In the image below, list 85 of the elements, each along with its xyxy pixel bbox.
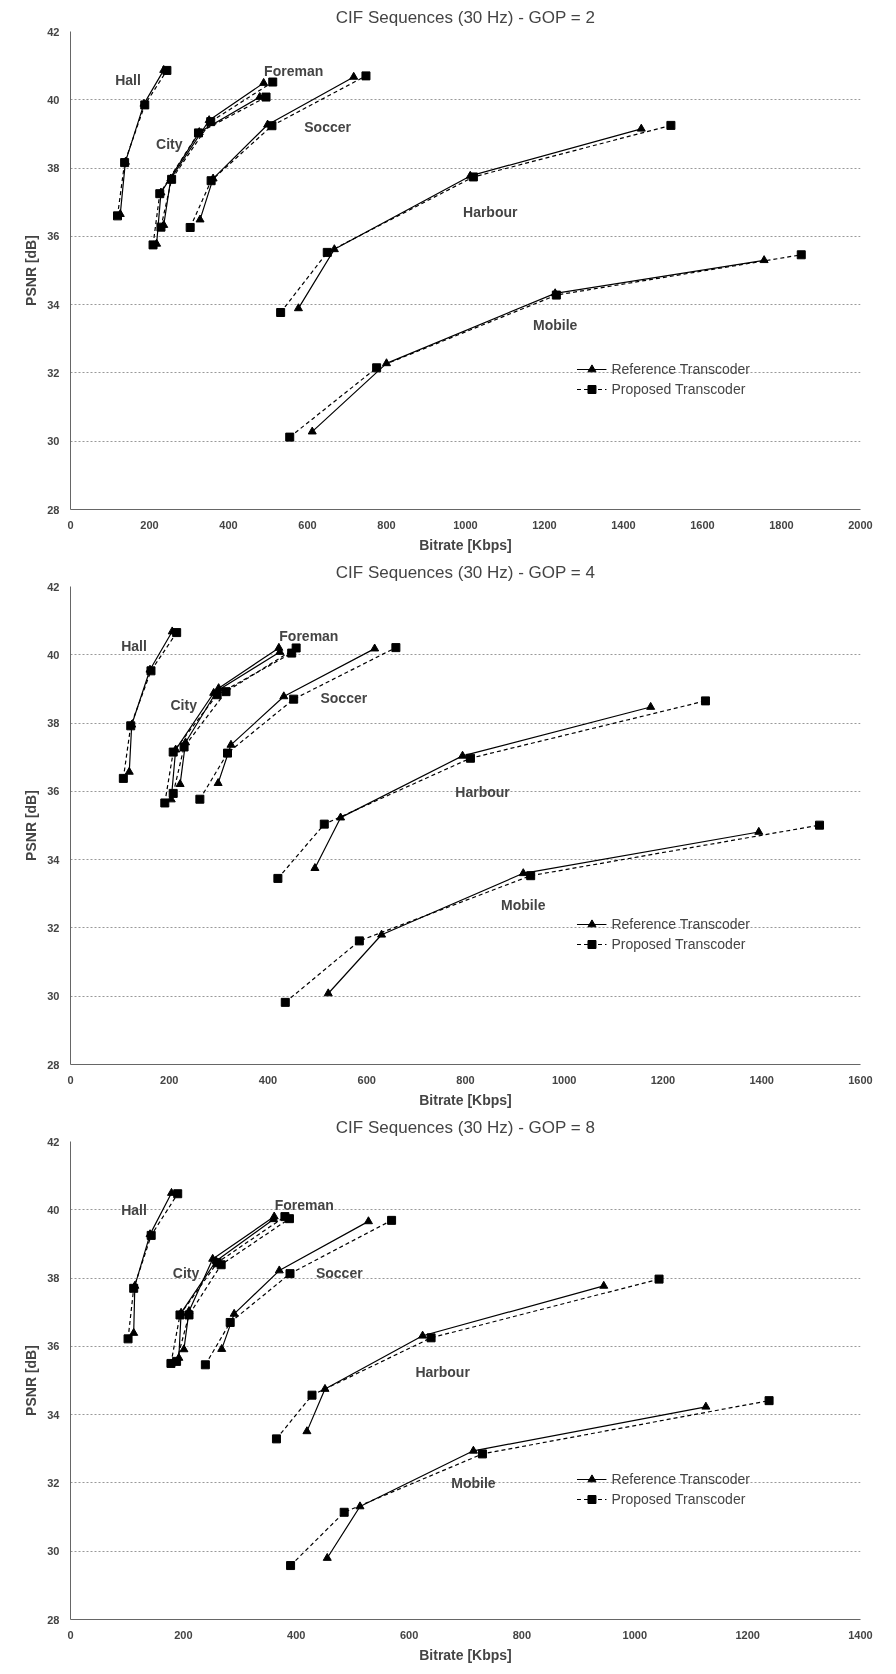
y-tick-label: 36 [47, 230, 60, 243]
annotation: Hall [115, 71, 141, 88]
x-axis-title: Bitrate [Kbps] [419, 536, 512, 553]
x-tick-label: 200 [140, 518, 159, 531]
x-tick-label: 1400 [848, 1628, 873, 1641]
legend-label: Reference Transcoder [611, 916, 750, 932]
y-tick-label: 32 [47, 366, 60, 379]
y-tick-label: 30 [47, 1545, 60, 1558]
x-tick-label: 200 [160, 1073, 179, 1086]
y-tick-label: 40 [47, 93, 60, 106]
annotation: Mobile [501, 897, 546, 914]
y-tick-label: 42 [47, 580, 60, 593]
annotation: City [172, 1265, 200, 1281]
x-tick-label: 800 [456, 1073, 475, 1086]
annotation: Foreman [279, 627, 339, 644]
y-tick-label: 36 [47, 785, 60, 798]
x-tick-label: 1400 [611, 518, 636, 531]
x-tick-label: 0 [67, 1073, 74, 1086]
legend-label: Proposed Transcoder [611, 936, 746, 952]
x-axis-title: Bitrate [Kbps] [419, 1091, 512, 1108]
annotation: Harbour [463, 203, 519, 220]
x-tick-label: 1000 [622, 1628, 648, 1641]
x-tick-label: 1000 [453, 518, 478, 531]
x-tick-label: 800 [377, 518, 396, 531]
annotation: Mobile [451, 1474, 496, 1491]
y-tick-label: 40 [47, 1203, 60, 1216]
x-tick-label: 0 [67, 1628, 74, 1641]
y-tick-label: 38 [47, 162, 60, 175]
y-axis-title: PSNR [dB] [23, 1345, 40, 1416]
y-tick-label: 28 [47, 1613, 60, 1626]
y-tick-label: 32 [47, 921, 60, 934]
chart-title: CIF Sequences (30 Hz) - GOP = 2 [335, 7, 595, 27]
legend-label: Reference Transcoder [611, 361, 750, 377]
y-tick-label: 42 [47, 25, 60, 38]
annotation: Harbour [415, 1363, 471, 1380]
y-tick-label: 30 [47, 435, 60, 448]
annotation: Hall [121, 1202, 147, 1219]
annotation: Mobile [533, 317, 578, 334]
y-tick-label: 38 [47, 1272, 60, 1285]
x-tick-label: 1200 [735, 1628, 760, 1641]
x-tick-label: 1600 [848, 1073, 873, 1086]
x-tick-label: 400 [258, 1073, 278, 1086]
x-tick-label: 1000 [552, 1073, 577, 1086]
x-tick-label: 1800 [769, 518, 794, 531]
annotation: Hall [121, 637, 147, 654]
x-tick-label: 1400 [749, 1073, 774, 1086]
x-tick-label: 2000 [848, 518, 873, 531]
x-tick-label: 1200 [650, 1073, 676, 1086]
annotation: Harbour [455, 783, 511, 800]
y-tick-label: 42 [47, 1135, 60, 1148]
y-tick-label: 38 [47, 717, 60, 730]
annotation: Foreman [264, 63, 324, 80]
chart-title: CIF Sequences (30 Hz) - GOP = 8 [335, 1117, 595, 1137]
x-tick-label: 0 [67, 518, 74, 531]
annotation: City [156, 136, 183, 153]
y-tick-label: 30 [47, 990, 60, 1003]
legend-label: Reference Transcoder [611, 1471, 750, 1487]
legend-label: Proposed Transcoder [611, 381, 746, 397]
x-tick-label: 600 [298, 518, 317, 531]
y-tick-label: 34 [47, 298, 61, 311]
y-tick-label: 40 [47, 648, 60, 661]
x-tick-label: 1200 [532, 518, 557, 531]
annotation: City [170, 697, 198, 714]
x-tick-label: 600 [357, 1073, 376, 1086]
y-tick-label: 34 [47, 853, 61, 866]
x-axis-title: Bitrate [Kbps] [419, 1646, 512, 1663]
y-tick-label: 34 [47, 1408, 61, 1421]
annotation: Foreman [274, 1196, 334, 1213]
annotation: Soccer [315, 1264, 364, 1281]
annotation: Soccer [304, 118, 352, 135]
y-tick-label: 28 [47, 503, 60, 516]
y-axis-title: PSNR [dB] [23, 235, 40, 306]
annotation: Soccer [320, 690, 368, 707]
legend-label: Proposed Transcoder [611, 1491, 746, 1507]
x-tick-label: 200 [174, 1628, 193, 1641]
y-tick-label: 36 [47, 1340, 60, 1353]
x-tick-label: 400 [219, 518, 238, 531]
y-tick-label: 32 [47, 1476, 60, 1489]
x-tick-label: 600 [399, 1628, 419, 1641]
chart-title: CIF Sequences (30 Hz) - GOP = 4 [335, 562, 595, 582]
x-tick-label: 400 [287, 1628, 306, 1641]
x-tick-label: 1600 [690, 518, 715, 531]
x-tick-label: 800 [512, 1628, 532, 1641]
y-tick-label: 28 [47, 1058, 60, 1071]
y-axis-title: PSNR [dB] [23, 790, 40, 861]
